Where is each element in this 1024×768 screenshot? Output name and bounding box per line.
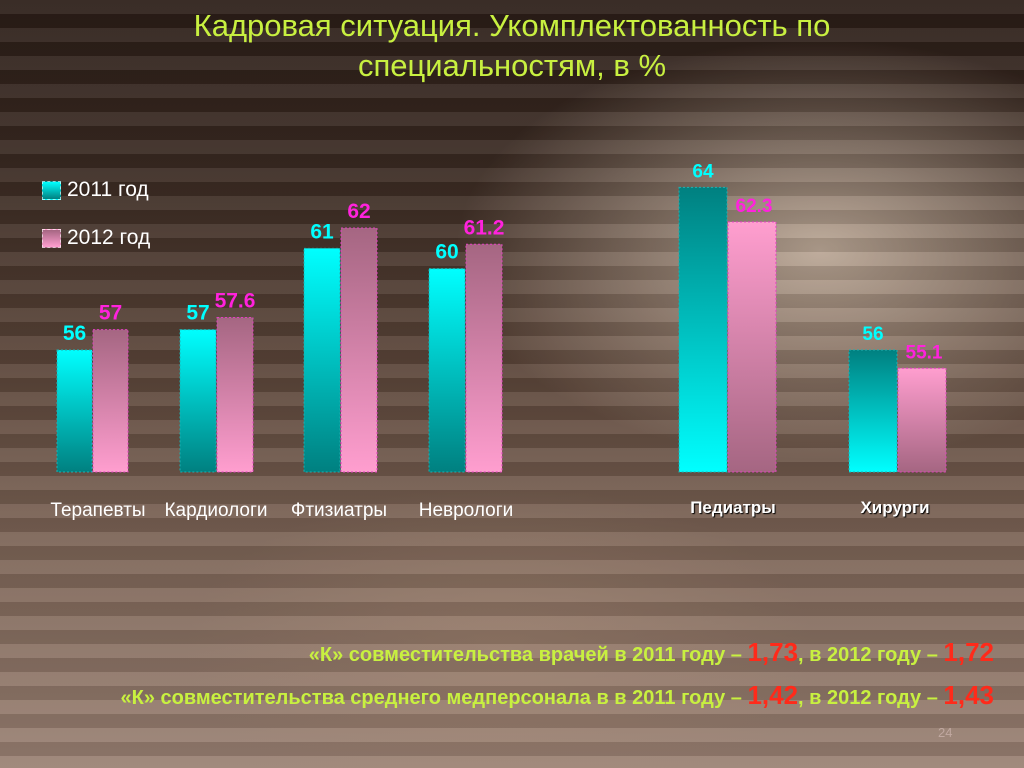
value-label-2011-4: 60 <box>435 241 458 264</box>
note-nurses-prefix: «К» совместительства среднего медперсона… <box>120 687 748 709</box>
value-label-2012-3: 62 <box>347 200 370 223</box>
value-label-2011-3: 61 <box>310 220 334 243</box>
category-label-1: Терапевты <box>50 500 145 521</box>
value-label-2011-1: 56 <box>63 322 86 345</box>
legend-label-2012: 2012 год <box>67 226 151 249</box>
bar-chart: 56 57 Терапевты 57 57.6 Кардиологи 61 62 Фтизиат… <box>50 161 947 521</box>
category-label-3: Фтизиатры <box>291 500 387 521</box>
notes: «К» совместительства врачей в 2011 году … <box>121 632 995 718</box>
note-nurses-value-2012: 1,43 <box>943 680 994 710</box>
bar-2011-2 <box>179 329 217 473</box>
category-label-6: Хирурги <box>860 498 929 517</box>
page-number: 24 <box>938 725 953 740</box>
category-label-4: Неврологи <box>419 500 514 521</box>
note-nurses-middle: , в 2012 году – <box>798 687 944 709</box>
bar-2012-4 <box>465 243 503 473</box>
category-label-2: Кардиологи <box>164 500 267 521</box>
value-label-2012-1: 57 <box>99 302 122 325</box>
bar-2012-3 <box>340 227 378 473</box>
note-doctors-prefix: «К» совместительства врачей в 2011 году … <box>308 644 748 666</box>
note-doctors-value-2011: 1,73 <box>747 637 799 667</box>
legend-swatch-2012 <box>42 228 61 248</box>
slide-title: Кадровая ситуация. Укомплектованность по… <box>0 6 1024 86</box>
note-doctors-middle: , в 2012 году – <box>798 644 944 666</box>
bars-group <box>56 186 947 473</box>
note-doctors: «К» совместительства врачей в 2011 году … <box>121 632 994 675</box>
legend-item-2011: 2011 год <box>42 176 150 204</box>
slide-title-line-2: специальностям, в % <box>357 48 667 83</box>
bar-2011-3 <box>303 247 341 473</box>
value-label-2012-5: 62.3 <box>736 196 773 217</box>
note-nurses: «К» совместительства среднего медперсона… <box>121 675 995 718</box>
value-label-2011-6: 56 <box>862 324 883 345</box>
legend-swatch-2011 <box>42 180 61 200</box>
bar-2012-6 <box>897 367 947 473</box>
bar-2011-6 <box>848 349 898 473</box>
note-nurses-value-2011: 1,42 <box>747 680 799 710</box>
bar-2011-1 <box>56 349 93 473</box>
labels-group: 56 57 Терапевты 57 57.6 Кардиологи 61 62 Фтизиат… <box>50 161 942 521</box>
slide-title-line-1: Кадровая ситуация. Укомплектованность по <box>193 8 831 43</box>
value-label-2012-6: 55.1 <box>906 342 943 363</box>
value-label-2012-4: 61.2 <box>464 216 505 239</box>
legend-item-2012: 2012 год <box>42 224 150 252</box>
note-doctors-value-2012: 1,72 <box>943 637 994 667</box>
bar-2011-4 <box>428 268 466 473</box>
category-label-5: Педиатры <box>690 498 776 517</box>
bar-2012-5 <box>727 221 777 473</box>
legend-label-2011: 2011 год <box>67 178 149 201</box>
value-label-2011-5: 64 <box>692 161 714 182</box>
value-label-2011-2: 57 <box>186 302 209 325</box>
legend: 2011 год 2012 год <box>42 176 150 272</box>
bar-2012-2 <box>216 316 254 473</box>
value-label-2012-2: 57.6 <box>215 289 256 312</box>
bar-2011-5 <box>678 186 728 473</box>
bar-2012-1 <box>92 329 129 473</box>
